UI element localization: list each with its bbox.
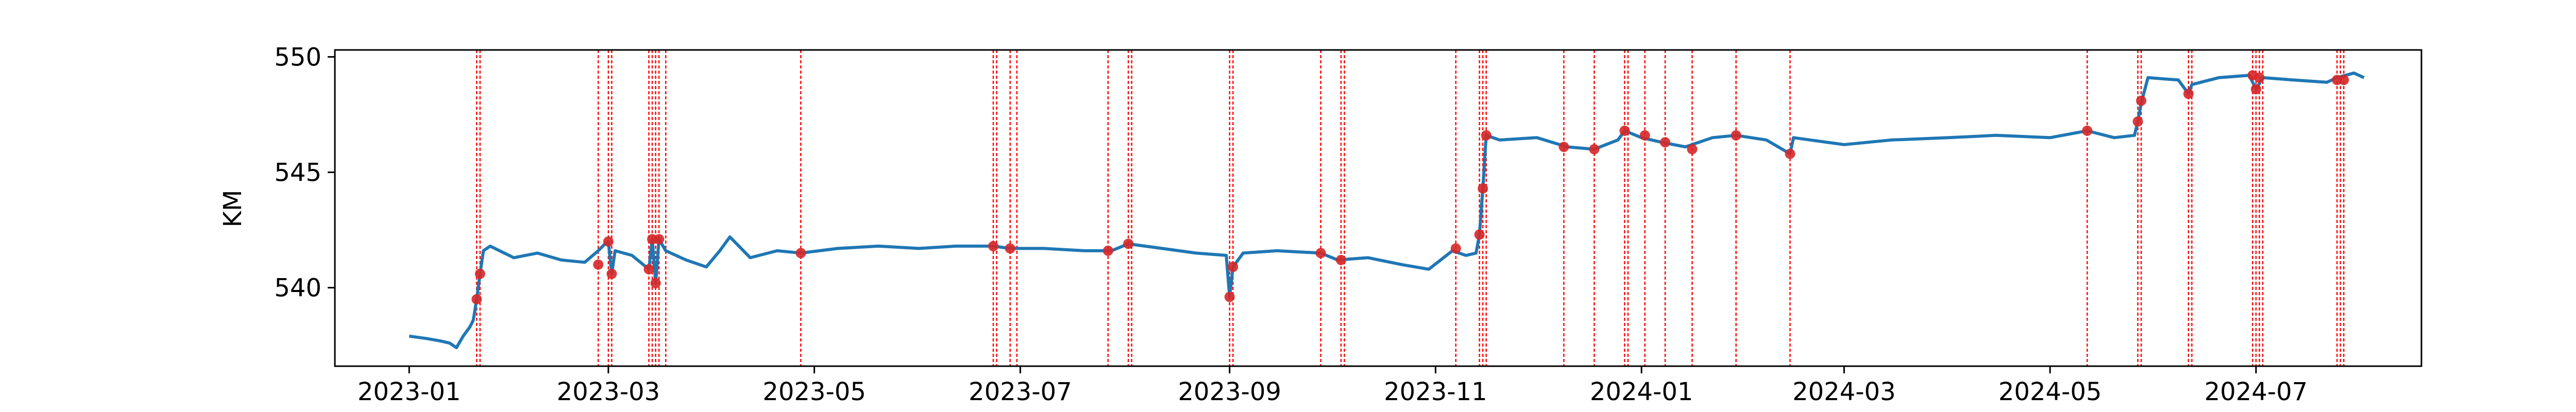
event-lines: [476, 50, 2345, 366]
y-tick-label: 540: [274, 274, 321, 303]
plot-frame: [334, 49, 2422, 367]
event-points: [471, 70, 2349, 305]
event-point: [1481, 130, 1492, 141]
event-point: [2132, 116, 2143, 127]
x-tick-label: 2024-05: [1998, 377, 2102, 406]
series-layer: [409, 71, 2365, 350]
y-axis-label: KM: [218, 190, 247, 228]
event-point: [1335, 254, 1346, 265]
event-point: [2082, 125, 2093, 136]
x-tick-label: 2023-05: [762, 377, 866, 406]
event-point: [988, 241, 998, 251]
event-point: [1228, 262, 1239, 272]
event-point: [603, 236, 614, 247]
y-tick-label: 545: [274, 159, 321, 187]
event-point: [1558, 142, 1569, 152]
x-tick-label: 2023-01: [358, 377, 461, 406]
event-point: [1687, 144, 1698, 154]
event-point: [2183, 89, 2194, 99]
event-point: [1589, 144, 1600, 154]
x-tick-label: 2023-09: [1178, 377, 1281, 406]
event-point: [1731, 130, 1741, 141]
x-tick-label: 2023-03: [557, 377, 660, 406]
event-point: [1639, 130, 1650, 141]
event-point: [1005, 243, 1015, 254]
y-tick-label: 550: [274, 43, 321, 72]
x-axis: 2023-01 2023-03 2023-05 2023-07 2023-09 2023-…: [358, 366, 2308, 406]
event-point: [1478, 183, 1488, 194]
event-point: [1103, 245, 1113, 256]
x-tick-label: 2023-11: [1384, 377, 1487, 406]
event-point: [1619, 125, 1630, 136]
event-point: [1315, 248, 1326, 259]
event-point: [1450, 243, 1461, 254]
x-tick-label: 2024-03: [1792, 377, 1896, 406]
event-point: [795, 248, 806, 259]
event-point: [654, 234, 665, 245]
event-point: [1474, 229, 1485, 240]
event-point: [1123, 238, 1134, 249]
event-point: [2338, 75, 2349, 85]
event-point: [2254, 72, 2265, 83]
event-point: [650, 278, 661, 288]
event-point: [1224, 291, 1235, 302]
x-tick-label: 2023-07: [969, 377, 1072, 406]
event-point: [471, 294, 482, 305]
x-tick-label: 2024-07: [2205, 377, 2308, 406]
event-point: [606, 268, 617, 279]
event-point: [643, 264, 654, 274]
event-point: [2250, 84, 2261, 95]
y-axis: 540 545 550: [274, 43, 335, 303]
event-point: [1660, 137, 1671, 148]
series-line: [409, 71, 2365, 350]
x-tick-label: 2024-01: [1590, 377, 1693, 406]
event-point: [1785, 148, 1795, 159]
event-point: [474, 268, 485, 279]
event-point: [2136, 95, 2147, 106]
event-point: [593, 259, 604, 270]
